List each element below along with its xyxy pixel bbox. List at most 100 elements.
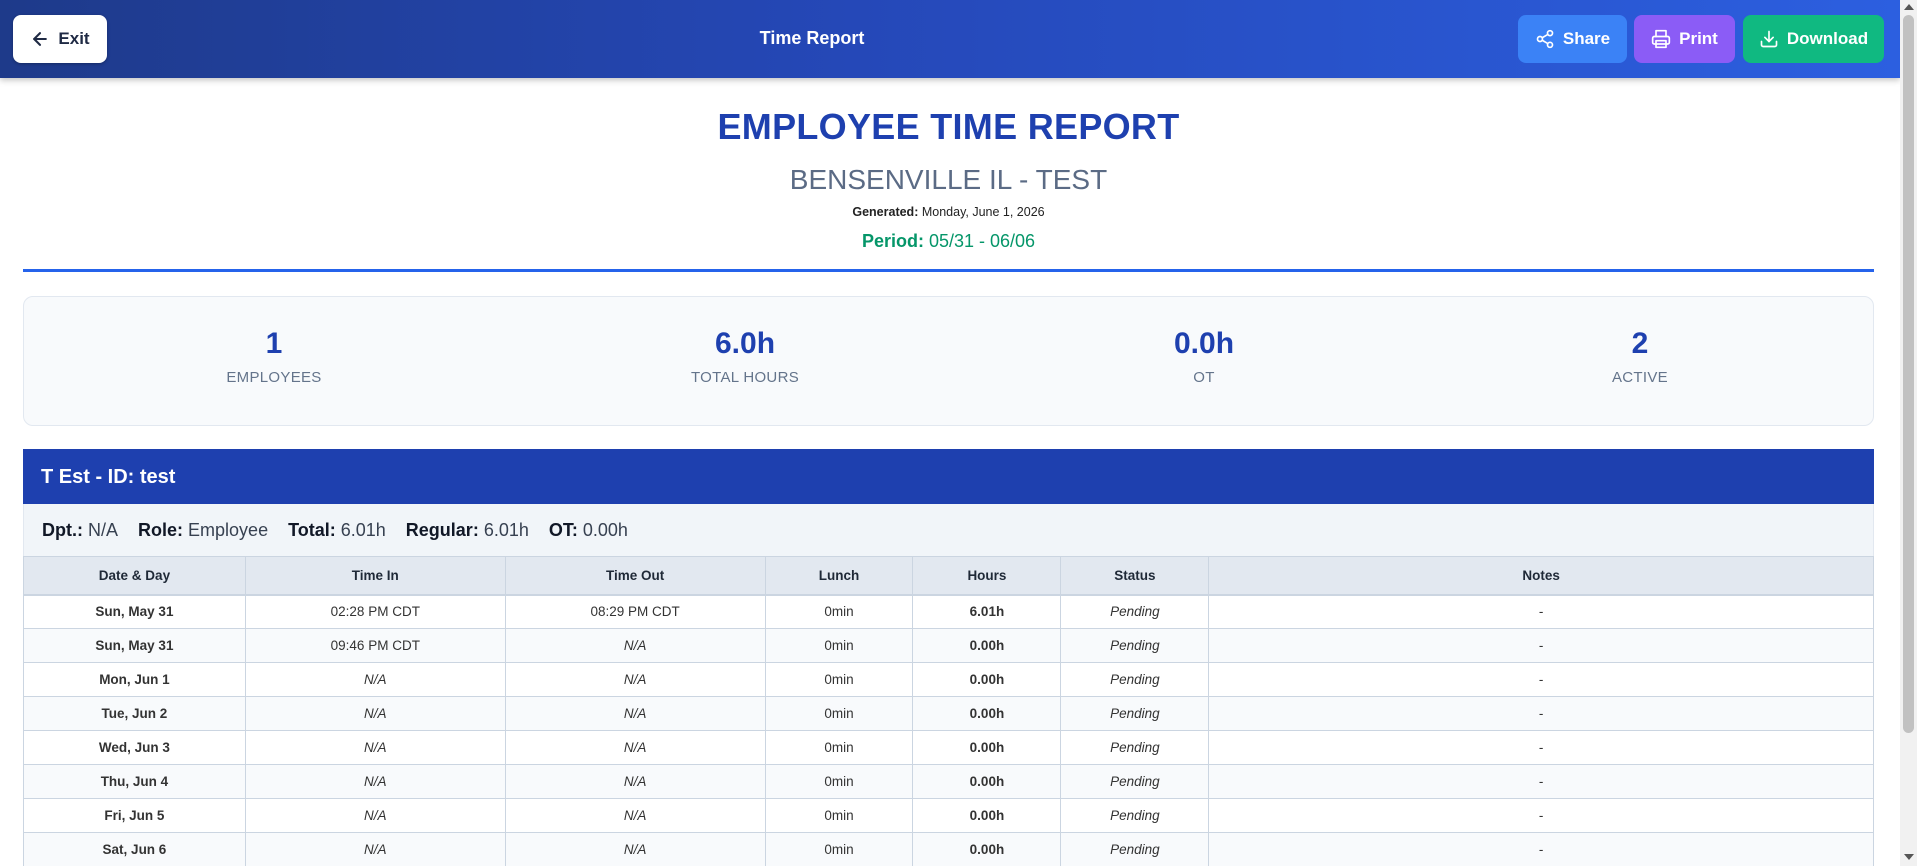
stat-active: 2 ACTIVE [1490, 327, 1790, 386]
share-icon [1536, 29, 1554, 49]
stat-value: 6.0h [714, 327, 776, 360]
print-label: Print [1679, 29, 1718, 48]
cell-time-out: N/A [504, 832, 766, 866]
regular-label: Regular: [405, 519, 479, 540]
top-bar: Exit Time Report Share Print Download [0, 0, 1900, 78]
column-header: Hours [912, 556, 1062, 596]
table-row: Tue, Jun 2 N/A N/A 0min 0.00h Pending - [23, 696, 1874, 731]
cell-time-out: N/A [504, 798, 766, 833]
cell-notes: - [1208, 662, 1874, 697]
employee-header: T Est - ID: test [23, 449, 1874, 504]
time-table: Date & Day Time In Time Out Lunch Hours … [23, 556, 1874, 866]
stat-label: ACTIVE [1612, 369, 1668, 386]
stat-label: OT [1193, 369, 1215, 386]
scrollbar-thumb[interactable] [1903, 15, 1914, 733]
role-info: Role: Employee [138, 520, 268, 541]
column-header: Time Out [504, 556, 766, 596]
cell-time-out: 08:29 PM CDT [504, 594, 766, 629]
cell-notes: - [1208, 696, 1874, 731]
total-value: 6.01h [340, 519, 386, 540]
table-row: Mon, Jun 1 N/A N/A 0min 0.00h Pending - [23, 662, 1874, 697]
share-button[interactable]: Share [1518, 15, 1627, 63]
column-header: Notes [1208, 556, 1874, 596]
period-line: Period: 05/31 - 06/06 [0, 231, 1897, 252]
cell-status: Pending [1060, 696, 1210, 731]
printer-icon [1651, 29, 1671, 49]
period-label: Period: [861, 231, 924, 251]
header-divider [23, 269, 1874, 272]
cell-date: Fri, Jun 5 [23, 798, 246, 833]
total-info: Total: 6.01h [288, 520, 386, 541]
cell-notes: - [1208, 798, 1874, 833]
arrow-left-icon [33, 32, 48, 46]
generated-label: Generated: [852, 205, 919, 219]
cell-notes: - [1208, 832, 1874, 866]
stat-label: TOTAL HOURS [690, 369, 800, 386]
stat-value: 1 [265, 327, 283, 360]
cell-lunch: 0min [764, 764, 914, 799]
employee-info: Dpt.: N/A Role: Employee Total: 6.01h Re… [23, 504, 1874, 556]
cell-lunch: 0min [764, 730, 914, 765]
download-icon [1760, 30, 1778, 48]
stat-employees: 1 EMPLOYEES [124, 327, 424, 386]
share-label: Share [1562, 29, 1611, 48]
table-row: Wed, Jun 3 N/A N/A 0min 0.00h Pending - [23, 730, 1874, 765]
scroll-down-arrow-icon[interactable] [1904, 854, 1914, 860]
column-header: Date & Day [23, 556, 246, 596]
cell-time-in: 09:46 PM CDT [244, 628, 506, 663]
stat-label: EMPLOYEES [226, 369, 322, 386]
cell-time-out: N/A [504, 730, 766, 765]
cell-status: Pending [1060, 594, 1210, 629]
stat-value: 2 [1631, 327, 1649, 360]
print-button[interactable]: Print [1634, 15, 1735, 63]
period-value: 05/31 - 06/06 [928, 231, 1036, 251]
stat-total-hours: 6.0h TOTAL HOURS [595, 327, 895, 386]
cell-hours: 0.00h [912, 764, 1062, 799]
cell-status: Pending [1060, 662, 1210, 697]
total-label: Total: [288, 519, 336, 540]
generated-line: Generated: Monday, June 1, 2026 [0, 205, 1897, 219]
cell-date: Mon, Jun 1 [23, 662, 246, 697]
cell-time-in: 02:28 PM CDT [244, 594, 506, 629]
vertical-scrollbar[interactable] [1900, 0, 1917, 866]
cell-notes: - [1208, 628, 1874, 663]
ot-value: 0.00h [582, 519, 628, 540]
cell-time-in: N/A [244, 798, 506, 833]
dept-info: Dpt.: N/A [42, 520, 118, 541]
cell-date: Sat, Jun 6 [23, 832, 246, 866]
column-header: Lunch [764, 556, 914, 596]
cell-lunch: 0min [764, 832, 914, 866]
cell-hours: 0.00h [912, 696, 1062, 731]
cell-status: Pending [1060, 730, 1210, 765]
ot-label: OT: [548, 519, 578, 540]
generated-value: Monday, June 1, 2026 [921, 205, 1045, 219]
cell-hours: 0.00h [912, 730, 1062, 765]
exit-label: Exit [58, 29, 90, 48]
page-title: Time Report [759, 28, 865, 48]
table-row: Sun, May 31 02:28 PM CDT 08:29 PM CDT 0m… [23, 594, 1874, 629]
cell-notes: - [1208, 764, 1874, 799]
scroll-up-arrow-icon[interactable] [1904, 4, 1914, 10]
cell-date: Thu, Jun 4 [23, 764, 246, 799]
cell-lunch: 0min [764, 696, 914, 731]
cell-hours: 0.00h [912, 628, 1062, 663]
role-value: Employee [188, 519, 269, 540]
cell-date: Sun, May 31 [23, 594, 246, 629]
exit-button[interactable]: Exit [13, 15, 107, 63]
cell-notes: - [1208, 730, 1874, 765]
download-button[interactable]: Download [1743, 15, 1884, 63]
dept-value: N/A [88, 519, 119, 540]
cell-status: Pending [1060, 628, 1210, 663]
column-header: Status [1060, 556, 1210, 596]
cell-date: Sun, May 31 [23, 628, 246, 663]
cell-time-in: N/A [244, 696, 506, 731]
regular-info: Regular: 6.01h [406, 520, 529, 541]
stat-ot: 0.0h OT [1054, 327, 1354, 386]
column-header: Time In [244, 556, 506, 596]
cell-time-out: N/A [504, 662, 766, 697]
download-label: Download [1786, 29, 1869, 48]
cell-time-in: N/A [244, 832, 506, 866]
table-row: Thu, Jun 4 N/A N/A 0min 0.00h Pending - [23, 764, 1874, 799]
cell-time-in: N/A [244, 730, 506, 765]
